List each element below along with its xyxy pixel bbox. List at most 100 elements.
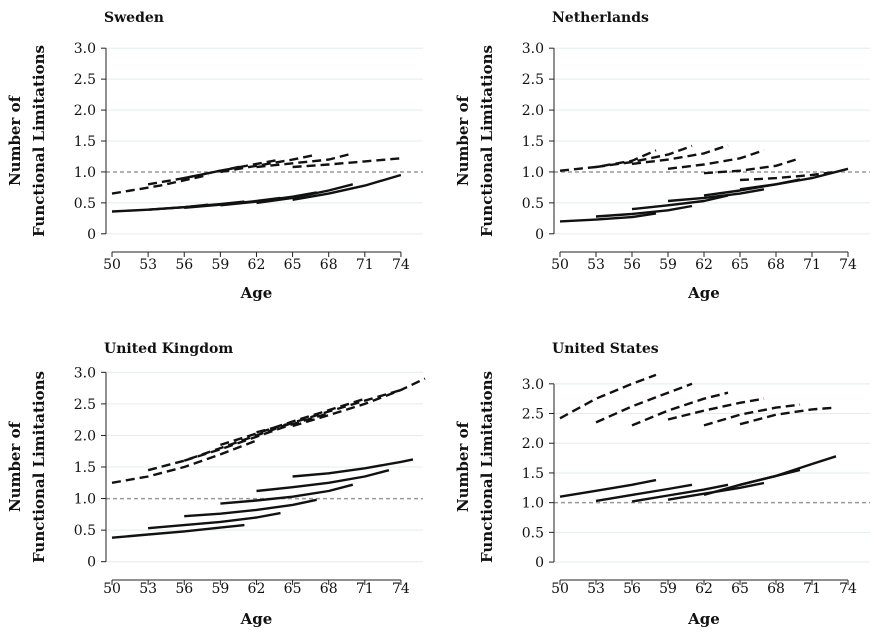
series-line-0 [111, 173, 209, 195]
series-line-1 [147, 421, 293, 472]
x-tick-label: 68 [320, 257, 338, 273]
panel-3: 0 0.5 1.0 1.5 2.0 2.5 3.0 50 53 56 59 62 65 68 71 74 Uni… [454, 341, 870, 628]
series-line-4 [703, 403, 801, 427]
panel-title: Netherlands [552, 10, 649, 26]
y-tick-label: 2.0 [74, 103, 96, 119]
x-tick-label: 65 [731, 581, 749, 597]
series-line-10 [256, 469, 390, 493]
x-tick-label: 71 [803, 581, 821, 597]
x-tick-label: 56 [623, 581, 641, 597]
series-line-7 [595, 204, 693, 218]
y-tick-label: 1.0 [74, 492, 96, 508]
y-tick-label: 2.0 [522, 436, 544, 452]
y-tick-label: 1.5 [522, 134, 544, 150]
x-axis-label: Age [240, 610, 273, 628]
series-line-1 [595, 382, 693, 424]
x-tick-label: 62 [248, 581, 266, 597]
y-tick-label: 2.0 [74, 428, 96, 444]
y-tick-label: 0.5 [74, 523, 96, 539]
y-tick-label: 2.5 [74, 72, 96, 88]
x-tick-label: 71 [356, 581, 374, 597]
x-tick-label: 65 [731, 257, 749, 273]
series-line-11 [292, 173, 402, 201]
x-tick-label: 71 [356, 257, 374, 273]
x-tick-label: 65 [284, 257, 302, 273]
x-tick-label: 53 [139, 257, 157, 273]
series-line-8 [631, 483, 729, 503]
x-tick-label: 53 [587, 257, 605, 273]
series-line-0 [559, 373, 657, 420]
series-line-0 [111, 439, 257, 484]
series-line-2 [631, 144, 729, 166]
x-tick-label: 53 [139, 581, 157, 597]
y-tick-label: 3.0 [522, 41, 544, 57]
series-line-4 [703, 157, 801, 175]
y-tick-label: 1.0 [522, 165, 544, 181]
x-tick-label: 59 [659, 257, 677, 273]
y-axis-label: Functional Limitations [478, 371, 496, 563]
series-line-2 [183, 158, 281, 180]
y-axis-label: Functional Limitations [30, 371, 48, 563]
series-line-3 [667, 397, 765, 421]
panel-title: United Kingdom [104, 341, 233, 357]
series-line-4 [256, 388, 402, 434]
series-line-10 [256, 183, 354, 205]
x-axis-label: Age [687, 284, 720, 302]
series-line-2 [631, 391, 729, 427]
series-line-9 [220, 483, 354, 505]
y-tick-label: 3.0 [522, 377, 544, 393]
y-tick-label: 0 [535, 227, 544, 243]
x-tick-label: 74 [392, 257, 410, 273]
panel-2: 0 0.5 1.0 1.5 2.0 2.5 3.0 50 53 56 59 62 65 68 71 74 Uni… [6, 341, 426, 628]
x-tick-label: 74 [392, 581, 410, 597]
y-tick-label: 3.0 [74, 41, 96, 57]
panel-title: United States [552, 341, 659, 357]
y-tick-label: 2.5 [522, 407, 544, 423]
y-tick-label: 1.0 [522, 496, 544, 512]
x-tick-label: 65 [284, 581, 302, 597]
x-tick-label: 50 [551, 257, 569, 273]
panel-1: 0 0.5 1.0 1.5 2.0 2.5 3.0 50 53 56 59 62 65 68 71 74 Net… [454, 10, 870, 302]
series-line-3 [667, 149, 765, 170]
y-tick-label: 0 [87, 555, 96, 571]
y-tick-label: 1.5 [74, 134, 96, 150]
y-axis-label: Number of [6, 420, 24, 512]
series-line-8 [184, 498, 317, 518]
y-axis-label: Number of [454, 94, 472, 186]
y-axis-label: Number of [6, 94, 24, 186]
x-tick-label: 68 [320, 581, 338, 597]
x-axis-label: Age [240, 284, 273, 302]
series-line-6 [559, 212, 657, 223]
y-tick-label: 1.0 [74, 165, 96, 181]
panel-title: Sweden [104, 10, 164, 26]
series-line-3 [220, 397, 366, 447]
series-line-5 [739, 170, 837, 182]
series-line-3 [220, 153, 317, 174]
y-tick-label: 3.0 [74, 365, 96, 381]
series-line-5 [292, 377, 426, 428]
y-tick-label: 0.5 [522, 525, 544, 541]
x-tick-label: 59 [211, 257, 229, 273]
x-tick-label: 74 [839, 257, 857, 273]
y-tick-label: 0.5 [74, 196, 96, 212]
y-tick-label: 0 [87, 227, 96, 243]
y-tick-label: 2.5 [522, 72, 544, 88]
y-tick-label: 1.5 [74, 460, 96, 476]
y-axis-label: Number of [454, 420, 472, 512]
series-line-5 [292, 157, 402, 169]
x-tick-label: 53 [587, 581, 605, 597]
series-line-11 [292, 458, 414, 478]
series-line-7 [595, 483, 693, 503]
x-tick-label: 56 [623, 257, 641, 273]
x-tick-label: 59 [211, 581, 229, 597]
series-line-6 [111, 523, 245, 539]
y-tick-label: 1.5 [522, 466, 544, 482]
x-tick-label: 56 [175, 581, 193, 597]
panel-0: 0 0.5 1.0 1.5 2.0 2.5 3.0 50 53 56 59 62 65 68 71 74 Swe… [6, 10, 423, 302]
x-axis-label: Age [687, 610, 720, 628]
x-tick-label: 50 [103, 257, 121, 273]
x-tick-label: 59 [659, 581, 677, 597]
y-tick-label: 0.5 [522, 196, 544, 212]
x-tick-label: 56 [175, 257, 193, 273]
series-line-2 [183, 412, 330, 462]
